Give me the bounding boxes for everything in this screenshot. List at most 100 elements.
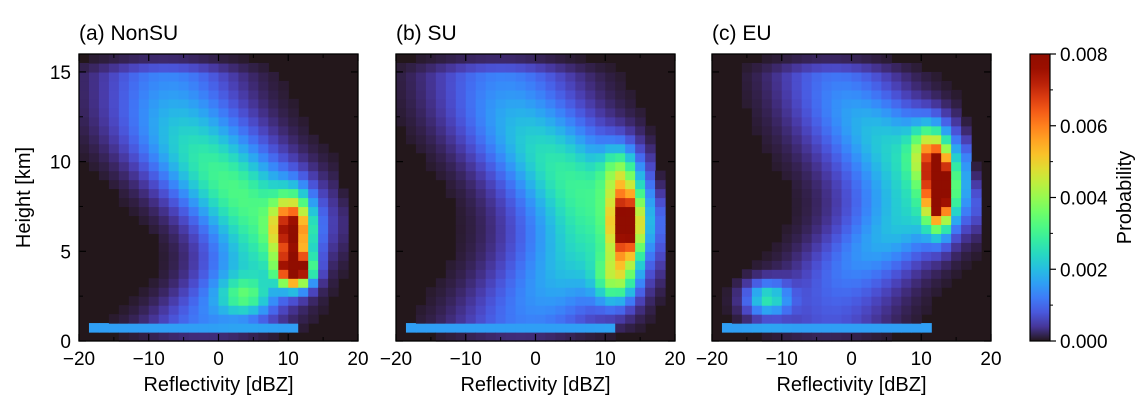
heatmap-cell xyxy=(405,62,417,73)
heatmap-cell xyxy=(655,287,666,297)
heatmap-cell xyxy=(851,305,863,315)
heatmap-cell xyxy=(635,188,646,199)
heatmap-cell xyxy=(911,323,922,333)
heatmap-cell xyxy=(505,188,517,199)
heatmap-cell xyxy=(791,323,803,333)
heatmap-cell xyxy=(811,54,823,64)
heatmap-cell xyxy=(801,215,813,226)
heatmap-cell xyxy=(238,170,249,181)
heatmap-cell xyxy=(198,80,210,91)
heatmap-cell xyxy=(108,116,120,127)
heatmap-cell xyxy=(88,62,100,73)
heatmap-cell xyxy=(178,233,190,243)
heatmap-cell xyxy=(208,305,220,315)
heatmap-cell xyxy=(475,242,487,252)
heatmap-cell xyxy=(435,116,447,127)
heatmap-cell xyxy=(98,161,110,172)
heatmap-cell xyxy=(268,197,279,208)
heatmap-cell xyxy=(871,296,882,306)
heatmap-cell xyxy=(921,143,932,154)
heatmap-cell xyxy=(248,332,259,342)
heatmap-cell xyxy=(585,206,596,217)
heatmap-cell xyxy=(485,98,497,109)
heatmap-cell xyxy=(535,170,547,181)
heatmap-cell xyxy=(951,152,962,163)
heatmap-cell xyxy=(821,80,833,91)
heatmap-cell xyxy=(961,152,972,163)
heatmap-cell xyxy=(475,269,487,279)
heatmap-cell xyxy=(495,260,507,270)
heatmap-cell xyxy=(268,170,279,181)
heatmap-cell xyxy=(911,179,922,190)
heatmap-cell xyxy=(445,287,457,297)
heatmap-cell xyxy=(645,161,656,172)
heatmap-cell xyxy=(258,296,269,306)
heatmap-cell xyxy=(445,260,457,270)
heatmap-cell xyxy=(238,197,249,208)
heatmap-cell xyxy=(415,80,427,91)
heatmap-cell xyxy=(851,296,863,306)
heatmap-cell xyxy=(238,260,249,270)
heatmap-cell xyxy=(821,305,833,315)
heatmap-cell xyxy=(248,179,259,190)
heatmap-cell xyxy=(555,242,566,252)
heatmap-cell xyxy=(921,107,932,118)
heatmap-cell xyxy=(79,89,90,100)
heatmap-cell xyxy=(495,98,507,109)
heatmap-cell xyxy=(465,224,477,234)
heatmap-cell xyxy=(128,179,140,190)
heatmap-cell xyxy=(901,215,912,226)
heatmap-cell xyxy=(445,152,457,163)
heatmap-cell xyxy=(475,323,487,333)
heatmap-cell xyxy=(891,143,902,154)
heatmap-cell xyxy=(505,224,517,234)
heatmap-cell xyxy=(278,143,289,154)
heatmap-cell xyxy=(901,197,912,208)
heatmap-cell xyxy=(435,80,447,91)
heatmap-cell xyxy=(791,206,803,217)
heatmap-cell xyxy=(308,197,319,208)
heatmap-cell xyxy=(891,116,902,127)
heatmap-cell xyxy=(425,143,437,154)
heatmap-cell xyxy=(575,116,586,127)
heatmap-cell xyxy=(138,332,150,342)
heatmap-cell xyxy=(891,98,902,109)
heatmap-cell xyxy=(721,287,733,297)
heatmap-cell xyxy=(278,152,289,163)
heatmap-cell xyxy=(741,323,753,333)
heatmap-cell xyxy=(228,206,240,217)
heatmap-cell xyxy=(445,305,457,315)
heatmap-cell xyxy=(505,62,517,73)
heatmap-cell xyxy=(208,278,220,288)
heatmap-cell xyxy=(751,323,763,333)
heatmap-cell xyxy=(308,215,319,226)
heatmap-cell xyxy=(525,305,537,315)
heatmap-cell xyxy=(108,143,120,154)
heatmap-cell xyxy=(545,305,557,315)
heatmap-cell xyxy=(515,242,527,252)
heatmap-cell xyxy=(971,161,982,172)
heatmap-cell xyxy=(475,233,487,243)
heatmap-cell xyxy=(485,143,497,154)
heatmap-cell xyxy=(415,143,427,154)
heatmap-cell xyxy=(585,260,596,270)
heatmap-cell xyxy=(108,179,120,190)
heatmap-cell xyxy=(505,260,517,270)
heatmap-cell xyxy=(625,323,636,333)
heatmap-cell xyxy=(645,278,656,288)
heatmap-cell xyxy=(525,314,537,324)
x-tick-label: −20 xyxy=(380,349,412,370)
heatmap-cell xyxy=(495,107,507,118)
heatmap-cell xyxy=(821,170,833,181)
heatmap-cell xyxy=(108,134,120,145)
heatmap-cell xyxy=(565,89,576,100)
heatmap-cell xyxy=(218,332,230,342)
x-axis-label: Reflectivity [dBZ] xyxy=(776,374,926,396)
heatmap-cell xyxy=(841,287,853,297)
heatmap-cell xyxy=(248,305,259,315)
heatmap-cell xyxy=(625,314,636,324)
heatmap-cell xyxy=(505,197,517,208)
heatmap-cell xyxy=(455,134,467,145)
heatmap-cell xyxy=(971,224,982,234)
heatmap-cell xyxy=(425,314,437,324)
